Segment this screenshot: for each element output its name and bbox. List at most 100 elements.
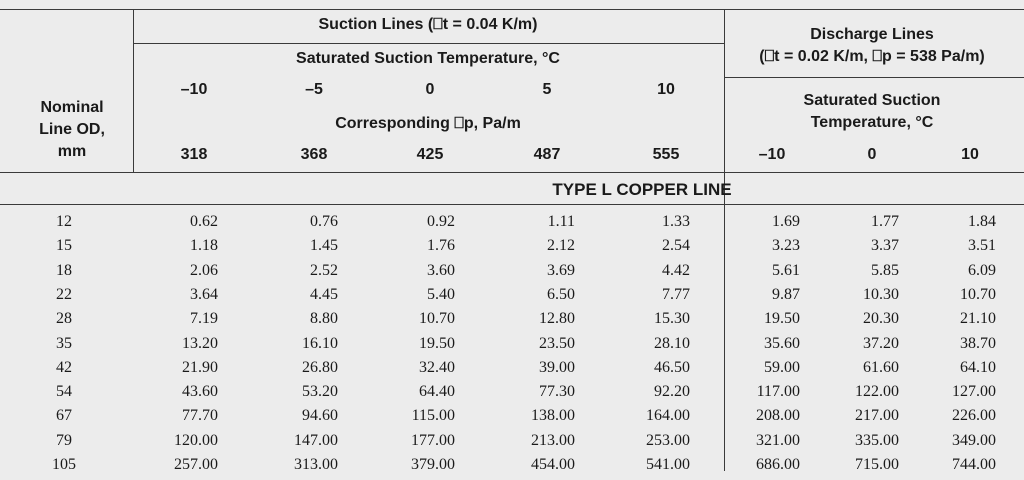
table-cell: 13.20 [182,335,218,352]
suction-title-rule [133,43,724,44]
table-cell: 177.00 [411,432,455,449]
table-cell: 6.50 [547,286,575,303]
table-cell: 5.85 [871,262,899,279]
suction-dp-2: 425 [416,146,444,163]
table-cell: 61.60 [863,359,899,376]
table-cell: 38.70 [960,335,996,352]
section-rule [0,204,1024,205]
table-cell: 6.09 [968,262,996,279]
table-cell: 147.00 [294,432,338,449]
table-cell: 77.30 [539,383,575,400]
table-cell: 541.00 [646,456,690,473]
row-od: 42 [56,359,72,376]
row-od: 79 [56,432,72,449]
suction-dp-0: 318 [180,146,208,163]
table-cell: 1.33 [662,213,690,230]
suction-dp-1: 368 [300,146,328,163]
od-label-line1: Nominal [40,99,104,116]
table-cell: 4.42 [662,262,690,279]
suction-temp-1: –5 [305,81,323,98]
suction-temp-4: 10 [657,81,675,98]
table-cell: 1.77 [871,213,899,230]
row-od: 22 [56,286,72,303]
table-cell: 59.00 [764,359,800,376]
od-column-divider [133,9,134,172]
table-cell: 12.80 [539,310,575,327]
table-cell: 2.06 [190,262,218,279]
table-cell: 349.00 [952,432,996,449]
table-cell: 744.00 [952,456,996,473]
table-cell: 28.10 [654,335,690,352]
table-cell: 21.10 [960,310,996,327]
table-cell: 19.50 [764,310,800,327]
table-cell: 1.84 [968,213,996,230]
discharge-temp-label-2: Temperature, °C [810,114,934,131]
top-rule [0,9,1024,10]
table-cell: 7.19 [190,310,218,327]
suction-dp-4: 555 [652,146,680,163]
row-od: 18 [56,262,72,279]
table-cell: 19.50 [419,335,455,352]
table-cell: 164.00 [646,407,690,424]
table-cell: 122.00 [855,383,899,400]
table-cell: 213.00 [531,432,575,449]
table-cell: 15.30 [654,310,690,327]
table-cell: 1.11 [547,213,575,230]
table-cell: 335.00 [855,432,899,449]
discharge-title: Discharge Lines [810,26,934,43]
table-cell: 321.00 [756,432,800,449]
table-cell: 64.10 [960,359,996,376]
row-od: 12 [56,213,72,230]
table-cell: 686.00 [756,456,800,473]
table-cell: 226.00 [952,407,996,424]
discharge-subtitle: (⎕t = 0.02 K/m, ⎕p = 538 Pa/m) [759,48,985,65]
table-cell: 5.61 [772,262,800,279]
table-cell: 3.69 [547,262,575,279]
table-cell: 43.60 [182,383,218,400]
table-cell: 138.00 [531,407,575,424]
table-cell: 64.40 [419,383,455,400]
suction-subtitle: Saturated Suction Temperature, °C [296,50,560,67]
suction-temp-3: 5 [542,81,552,98]
table-cell: 217.00 [855,407,899,424]
section-title: TYPE L COPPER LINE [552,180,732,199]
suction-dp-3: 487 [533,146,561,163]
table-cell: 9.87 [772,286,800,303]
table-cell: 3.51 [968,237,996,254]
table-cell: 7.77 [662,286,690,303]
discharge-title-rule [724,77,1024,78]
row-od: 35 [56,335,72,352]
table-cell: 313.00 [294,456,338,473]
table-cell: 10.70 [960,286,996,303]
suction-temp-2: 0 [425,81,435,98]
table-cell: 3.23 [772,237,800,254]
table-cell: 117.00 [756,383,800,400]
table-cell: 1.45 [310,237,338,254]
table-cell: 5.40 [427,286,455,303]
table-cell: 253.00 [646,432,690,449]
table-cell: 115.00 [411,407,455,424]
suction-title: Suction Lines (⎕t = 0.04 K/m) [318,16,538,33]
discharge-temp-2: 10 [961,146,979,163]
corresponding-dp-label: Corresponding ⎕p, Pa/m [335,115,521,132]
table-cell: 0.76 [310,213,338,230]
row-od: 67 [56,407,72,424]
table-cell: 8.80 [310,310,338,327]
table-cell: 0.62 [190,213,218,230]
discharge-temp-1: 0 [867,146,877,163]
table-cell: 35.60 [764,335,800,352]
suction-discharge-divider [724,9,725,471]
od-label-line2: Line OD, [39,121,105,138]
table-cell: 3.64 [190,286,218,303]
table-cell: 21.90 [182,359,218,376]
table-cell: 1.76 [427,237,455,254]
table-cell: 120.00 [174,432,218,449]
table-cell: 32.40 [419,359,455,376]
table-cell: 16.10 [302,335,338,352]
table-cell: 94.60 [302,407,338,424]
row-od: 105 [52,456,76,473]
table-cell: 53.20 [302,383,338,400]
row-od: 28 [56,310,72,327]
table-cell: 46.50 [654,359,690,376]
row-od: 15 [56,237,72,254]
